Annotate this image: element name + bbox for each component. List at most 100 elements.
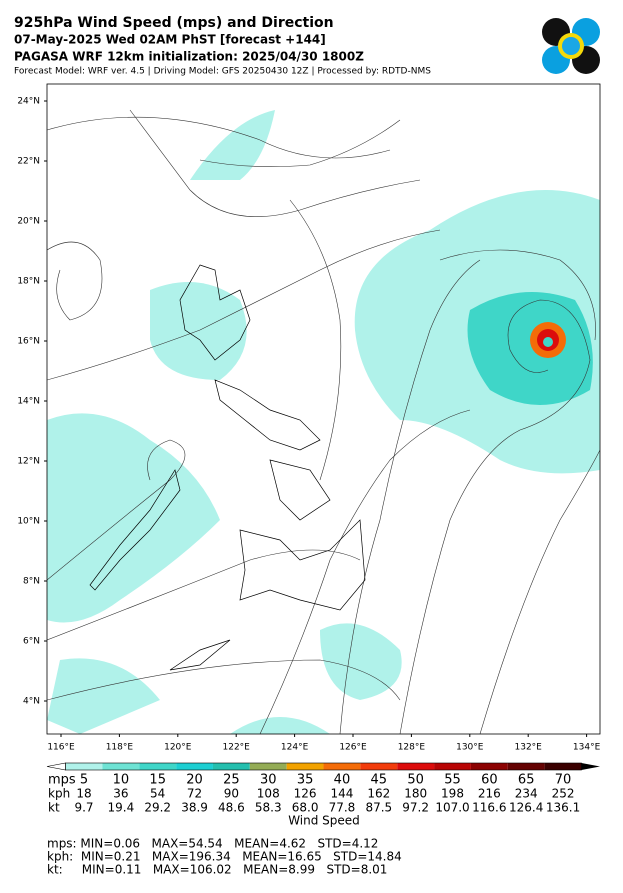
colorbar-label: 234 [515, 787, 538, 801]
colorbar-label: 90 [224, 787, 239, 801]
lat-label: 12°N [17, 457, 40, 467]
map-shape [47, 413, 220, 623]
colorbar-label: 45 [371, 773, 388, 788]
colorbar-frame [65, 762, 582, 771]
colorbar-segment [139, 763, 177, 770]
colorbar-segment [507, 763, 545, 770]
map-shape [169, 639, 231, 671]
map-shape [399, 299, 591, 734]
map-shape [89, 469, 181, 591]
colorbar-segment [249, 763, 287, 770]
colorbar-segment [323, 763, 361, 770]
map-shape [467, 292, 593, 405]
colorbar-label: 58.3 [255, 801, 282, 815]
lon-label: 134°E [573, 743, 601, 753]
colorbar-label: 29.2 [144, 801, 171, 815]
colorbar-label: 252 [552, 787, 575, 801]
lon-label: 130°E [456, 743, 484, 753]
colorbar-label: 116.6 [472, 801, 506, 815]
colorbar-label: 50 [407, 773, 424, 788]
colorbar-label: 18 [76, 787, 91, 801]
lat-label: 14°N [17, 397, 40, 407]
lon-label: 118°E [106, 743, 134, 753]
map-shape [190, 110, 275, 180]
colorbar-label: 87.5 [365, 801, 392, 815]
map-shape [199, 119, 401, 167]
stats: mps: MIN=0.06 MAX=54.54 MEAN=4.62 STD=4.… [47, 837, 402, 877]
stat-line: kt: MIN=0.11 MAX=106.02 MEAN=8.99 STD=8.… [47, 863, 387, 877]
colorbar-segment [65, 763, 103, 770]
map-shape [269, 459, 331, 521]
colorbar-label: 107.0 [435, 801, 469, 815]
colorbar-segment [286, 763, 324, 770]
colorbar-segment [434, 763, 471, 770]
colorbar-label: 20 [186, 773, 203, 788]
rect [46, 83, 601, 735]
colorbar-label: 180 [404, 787, 427, 801]
colorbar-extend [46, 762, 66, 771]
colorbar-label: 162 [367, 787, 390, 801]
map-shape [47, 439, 186, 581]
unit-label: kt [48, 801, 60, 815]
colorbar-label: 19.4 [107, 801, 134, 815]
g [47, 109, 600, 734]
map-shape [439, 249, 596, 341]
g [89, 264, 366, 671]
map-shape [179, 264, 251, 361]
colorbar-label: 70 [555, 773, 572, 788]
map-shape [320, 623, 402, 700]
lon-label: 126°E [339, 743, 367, 753]
logo [542, 18, 600, 74]
colorbar-segment [176, 763, 213, 770]
map-shape [214, 379, 321, 451]
colorbar-label: 144 [330, 787, 353, 801]
map-shape [259, 409, 471, 734]
colorbar-label: 40 [334, 773, 351, 788]
map-shape [239, 519, 366, 611]
lat-label: 20°N [17, 217, 40, 227]
unit-label: kph [48, 787, 70, 801]
map-shape [339, 259, 481, 734]
lat-label: 24°N [17, 97, 40, 107]
map-shape [47, 229, 441, 381]
map-shape [47, 116, 391, 159]
colorbar-label: 216 [478, 787, 501, 801]
colorbar-label: 35 [297, 773, 314, 788]
colorbar-label: 5 [80, 773, 88, 788]
colorbar-label: 9.7 [74, 801, 93, 815]
colorbar-label: 15 [149, 773, 166, 788]
unit-label: mps [48, 773, 76, 788]
colorbar-segment [212, 763, 250, 770]
colorbar-label: 126 [294, 787, 317, 801]
text: Forecast Model: WRF ver. 4.5 | Driving M… [14, 67, 431, 77]
lat-label: 6°N [23, 637, 40, 647]
colorbar-label: 10 [113, 773, 130, 788]
colorbar-label: 198 [441, 787, 464, 801]
g: 24°N 22°N 20°N 18°N 16°N 14°N 12°N 10°N 8°N 6°N 4°… [17, 97, 600, 753]
lat-label: 18°N [17, 277, 40, 287]
lon-label: 124°E [281, 743, 309, 753]
colorbar-segment [102, 763, 140, 770]
colorbar-segment [397, 763, 435, 770]
g [467, 292, 593, 405]
lon-label: 116°E [47, 743, 75, 753]
lat-label: 10°N [17, 517, 40, 527]
colorbar-extend [581, 763, 600, 770]
colorbar-segment [470, 763, 508, 770]
colorbar-label: 48.6 [218, 801, 245, 815]
g [47, 84, 600, 734]
circle [543, 337, 553, 347]
circle [562, 37, 580, 55]
lat-label: 8°N [23, 577, 40, 587]
colorbar-label: 126.4 [509, 801, 543, 815]
colorbar-label: 25 [223, 773, 240, 788]
map-shape [479, 449, 600, 734]
map-shape [129, 109, 421, 217]
text: 07-May-2025 Wed 02AM PhST [forecast +144… [14, 33, 326, 47]
colorbar-label: 68.0 [292, 801, 319, 815]
colorbar-label: 77.8 [329, 801, 356, 815]
text: Wind Speed [288, 814, 360, 828]
lat-label: 22°N [17, 157, 40, 167]
map: 24°N 22°N 20°N 18°N 16°N 14°N 12°N 10°N 8°N 6°N 4°… [17, 83, 601, 753]
